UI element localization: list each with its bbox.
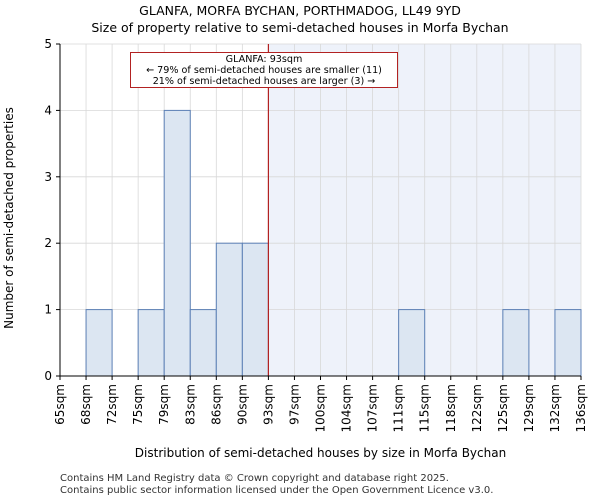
x-tick-label: 75sqm: [131, 384, 145, 425]
y-tick-label: 2: [44, 236, 52, 250]
footer-line-2: Contains public sector information licen…: [60, 485, 494, 496]
x-tick-label: 83sqm: [183, 384, 197, 425]
x-tick-label: 72sqm: [105, 384, 119, 425]
annotation-larger: 21% of semi-detached houses are larger (…: [152, 76, 376, 87]
y-axis-title: Number of semi-detached properties: [2, 107, 16, 329]
x-tick-label: 90sqm: [235, 384, 249, 425]
x-tick-label: 86sqm: [209, 384, 223, 425]
y-tick-label: 3: [44, 170, 52, 184]
x-tick-label: 125sqm: [496, 384, 510, 432]
y-tick-label: 4: [44, 103, 52, 117]
x-tick-label: 122sqm: [470, 384, 484, 432]
annotation-label: GLANFA: 93sqm: [225, 54, 303, 65]
bar-132sqm: [554, 309, 582, 377]
bar-90sqm: [241, 242, 269, 377]
x-tick-label: 68sqm: [79, 384, 93, 425]
x-axis-title: Distribution of semi-detached houses by …: [135, 446, 506, 460]
x-tick-label: 97sqm: [287, 384, 301, 425]
y-tick-label: 1: [44, 303, 52, 317]
chart-title: GLANFA, MORFA BYCHAN, PORTHMADOG, LL49 9…: [139, 3, 461, 18]
y-tick-label: 5: [44, 37, 52, 51]
x-tick-label: 100sqm: [314, 384, 328, 432]
x-tick-label: 136sqm: [574, 384, 588, 432]
bar-125sqm: [502, 309, 530, 377]
marker-annotation: GLANFA: 93sqm ← 79% of semi-detached hou…: [130, 52, 398, 88]
x-tick-label: 132sqm: [548, 384, 562, 432]
bar-83sqm: [189, 309, 217, 377]
annotation-smaller: ← 79% of semi-detached houses are smalle…: [146, 65, 382, 76]
bar-111sqm: [398, 309, 426, 377]
bar-86sqm: [215, 242, 243, 377]
x-tick-label: 118sqm: [444, 384, 458, 432]
x-tick-label: 107sqm: [366, 384, 380, 432]
x-tick-label: 104sqm: [340, 384, 354, 432]
bar-68sqm: [85, 309, 113, 377]
x-tick-label: 65sqm: [53, 384, 67, 425]
y-tick-label: 0: [44, 369, 52, 383]
x-tick-label: 115sqm: [418, 384, 432, 432]
x-tick-label: 79sqm: [157, 384, 171, 425]
x-tick-label: 111sqm: [392, 384, 406, 432]
x-tick-label: 129sqm: [522, 384, 536, 432]
footer-line-1: Contains HM Land Registry data © Crown c…: [60, 473, 449, 484]
chart-subtitle: Size of property relative to semi-detach…: [91, 20, 509, 35]
bar-79sqm: [163, 109, 191, 377]
x-tick-label: 93sqm: [261, 384, 275, 425]
bar-75sqm: [137, 309, 165, 377]
